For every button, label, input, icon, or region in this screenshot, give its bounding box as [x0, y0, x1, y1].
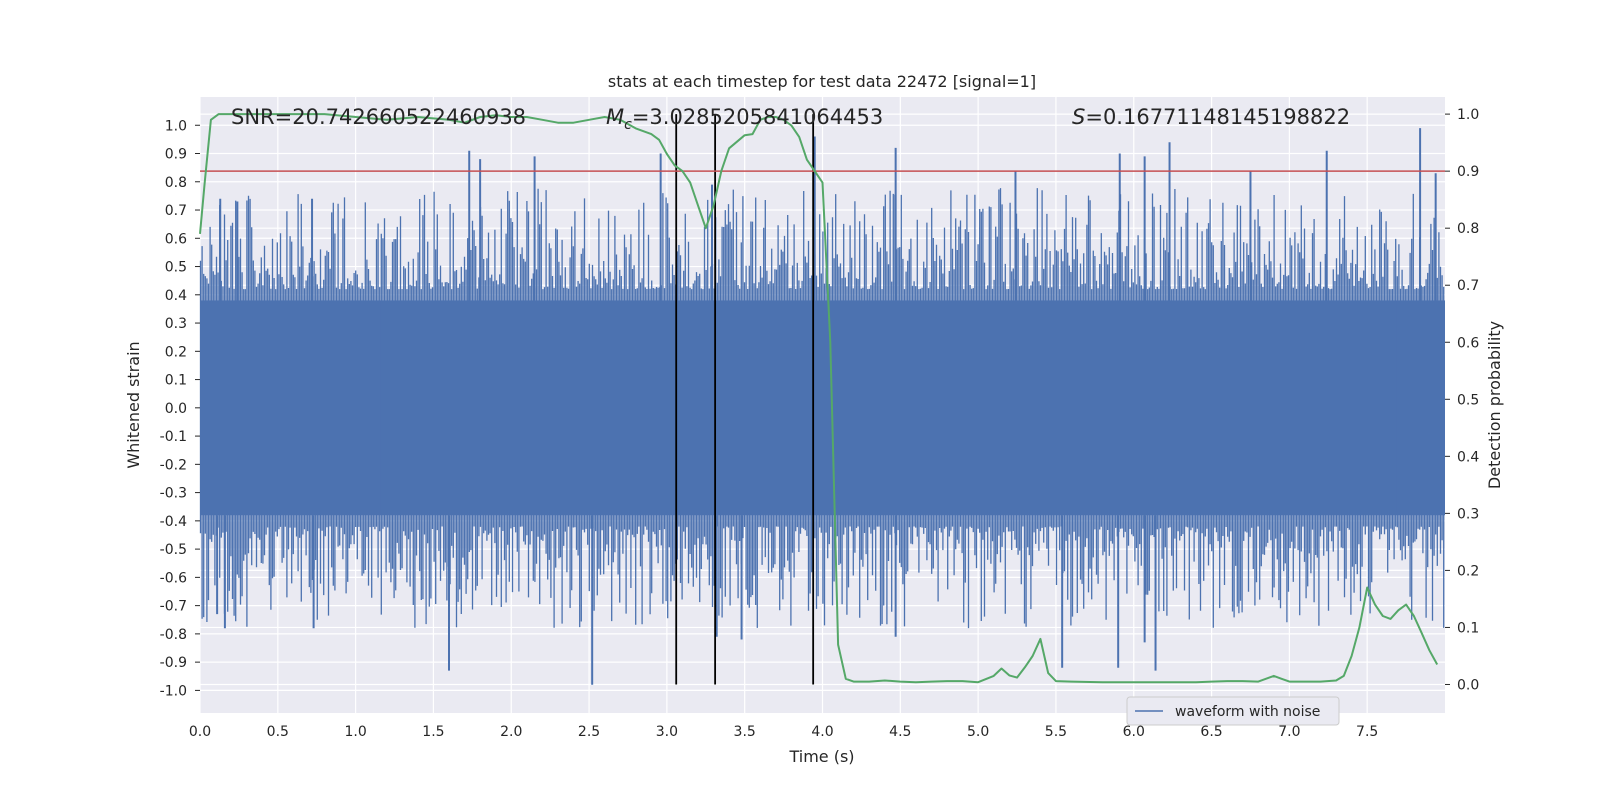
- y-tick-label-right: 0.3: [1457, 506, 1479, 522]
- waveform-series: [199, 128, 1445, 685]
- x-tick-label: 4.0: [811, 724, 833, 740]
- legend: waveform with noise: [1126, 696, 1340, 726]
- x-tick-label: 5.0: [967, 724, 989, 740]
- y-tick-label-left: -0.5: [160, 542, 187, 558]
- x-tick-label: 1.5: [422, 724, 444, 740]
- x-tick-label: 7.0: [1278, 724, 1300, 740]
- x-tick-label: 4.5: [889, 724, 911, 740]
- y-tick-label-left: -0.9: [160, 655, 187, 671]
- x-tick-label: 2.0: [500, 724, 522, 740]
- chirp-mass-subscript: c: [624, 117, 632, 133]
- y-axis-label-left: Whitened strain: [124, 341, 143, 468]
- probability-series: [199, 113, 1439, 684]
- y-tick-label-left: 0.8: [165, 175, 187, 191]
- y-tick-label-left: 1.0: [165, 118, 187, 134]
- y-ticks-left: 1.0 0.9 0.8 0.7 0.6 0.5 0.4 0.3 0.2 0.1 0.0 -0.1 -0.…: [160, 118, 200, 699]
- y-tick-label-left: 0.0: [165, 401, 187, 417]
- y-tick-label-left: 0.7: [165, 203, 187, 219]
- x-tick-label: 7.5: [1356, 724, 1378, 740]
- snr-annotation: SNR=20.742660522460938: [231, 105, 526, 129]
- chirp-mass-value: =3.0285205841064453: [632, 105, 883, 129]
- y-tick-label-left: 0.5: [165, 260, 187, 276]
- legend-box: [1126, 696, 1340, 726]
- x-axis-label: Time (s): [788, 747, 854, 766]
- y-tick-label-right: 0.7: [1457, 278, 1479, 294]
- y-tick-label-right: 0.2: [1457, 563, 1479, 579]
- y-ticks-right: 1.0 0.9 0.8 0.7 0.6 0.5 0.4 0.3 0.2 0.1 0.0: [1445, 107, 1479, 693]
- x-tick-label: 0.5: [267, 724, 289, 740]
- x-tick-label: 2.5: [578, 724, 600, 740]
- y-tick-label-right: 0.9: [1457, 164, 1479, 180]
- y-tick-label-left: 0.1: [165, 373, 187, 389]
- y-tick-label-left: 0.9: [165, 147, 187, 163]
- y-tick-label-left: -0.7: [160, 599, 187, 615]
- x-tick-label: 3.5: [734, 724, 756, 740]
- y-tick-label-right: 0.6: [1457, 335, 1479, 351]
- x-tick-label: 6.0: [1123, 724, 1145, 740]
- y-tick-label-right: 1.0: [1457, 107, 1479, 123]
- chart-title: stats at each timestep for test data 224…: [608, 72, 1036, 91]
- s-symbol: S: [1072, 105, 1085, 129]
- y-tick-label-left: 0.6: [165, 231, 187, 247]
- y-tick-label-right: 0.5: [1457, 392, 1479, 408]
- y-tick-label-left: -0.3: [160, 486, 187, 502]
- probability-line: [199, 113, 1439, 684]
- y-tick-label-left: -0.6: [160, 570, 187, 586]
- y-tick-label-right: 0.1: [1457, 620, 1479, 636]
- y-tick-label-left: 0.2: [165, 344, 187, 360]
- s-annotation: S=0.16771148145198822: [1072, 105, 1350, 129]
- legend-label-waveform: waveform with noise: [1175, 704, 1320, 720]
- x-tick-label: 0.0: [189, 724, 211, 740]
- y-tick-label-left: -0.4: [160, 514, 187, 530]
- y-tick-label-right: 0.4: [1457, 449, 1479, 465]
- y-tick-label-left: -0.2: [160, 457, 187, 473]
- s-value: =0.16771148145198822: [1085, 105, 1350, 129]
- chirp-mass-symbol: M: [606, 105, 624, 129]
- waveform-noise: [199, 188, 1445, 629]
- y-tick-label-left: -0.8: [160, 627, 187, 643]
- y-axis-label-right: Detection probability: [1485, 321, 1504, 489]
- x-tick-label: 1.0: [344, 724, 366, 740]
- chirp-mass-annotation: Mc=3.0285205841064453: [606, 105, 883, 133]
- y-tick-label-right: 0.8: [1457, 221, 1479, 237]
- y-tick-label-left: -1.0: [160, 683, 187, 699]
- x-ticks: 0.0 0.5 1.0 1.5 2.0 2.5 3.0 3.5 4.0 4.5 5.0 5.5 6.0 6…: [189, 724, 1378, 740]
- vertical-markers: [675, 114, 815, 685]
- y-tick-label-left: 0.4: [165, 288, 187, 304]
- y-tick-label-left: -0.1: [160, 429, 187, 445]
- x-tick-label: 3.0: [656, 724, 678, 740]
- y-tick-label-right: 0.0: [1457, 677, 1479, 693]
- y-tick-label-left: 0.3: [165, 316, 187, 332]
- x-tick-label: 5.5: [1045, 724, 1067, 740]
- x-tick-label: 6.5: [1200, 724, 1222, 740]
